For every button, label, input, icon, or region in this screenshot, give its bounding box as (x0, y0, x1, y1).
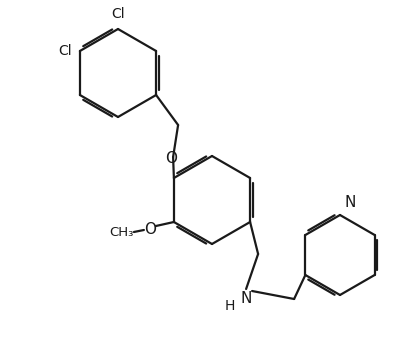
Text: O: O (165, 151, 177, 166)
Text: H: H (225, 299, 235, 313)
Text: O: O (144, 222, 156, 238)
Text: N: N (240, 291, 252, 306)
Text: CH₃: CH₃ (110, 225, 134, 238)
Text: Cl: Cl (58, 44, 72, 58)
Text: N: N (345, 195, 356, 210)
Text: Cl: Cl (111, 7, 125, 21)
